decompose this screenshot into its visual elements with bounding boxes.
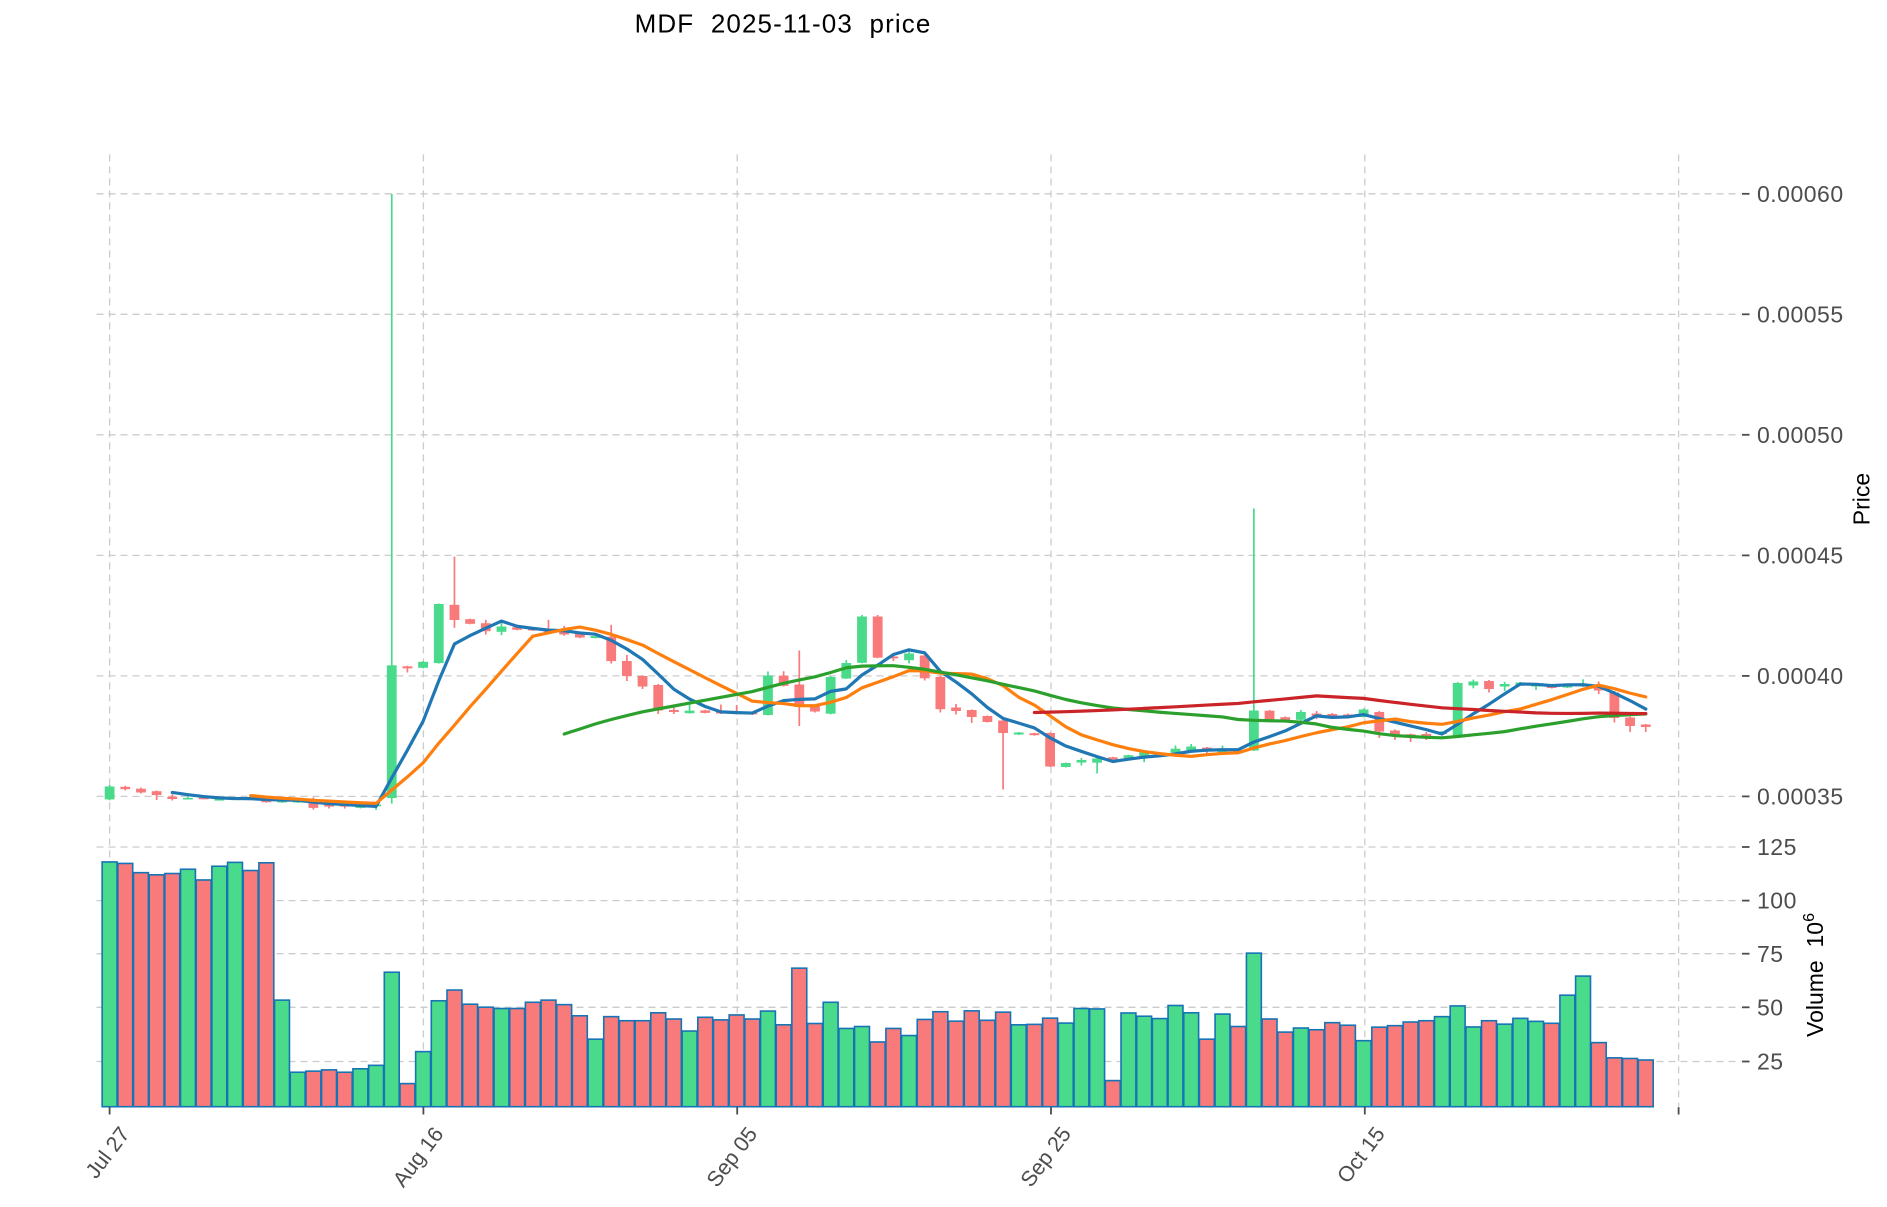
svg-text:0.00055: 0.00055 — [1757, 301, 1844, 327]
svg-text:25: 25 — [1757, 1049, 1784, 1075]
svg-text:50: 50 — [1757, 994, 1784, 1020]
svg-text:75: 75 — [1757, 941, 1784, 967]
svg-text:0.00050: 0.00050 — [1757, 422, 1844, 448]
svg-text:0.00040: 0.00040 — [1757, 663, 1844, 689]
svg-text:100: 100 — [1757, 888, 1797, 914]
svg-text:MDF 2025-11-03 price: MDF 2025-11-03 price — [635, 9, 932, 39]
svg-text:125: 125 — [1757, 834, 1797, 860]
svg-text:Volume 106: Volume 106 — [1801, 913, 1828, 1037]
svg-text:Price: Price — [1849, 473, 1875, 525]
svg-text:0.00045: 0.00045 — [1757, 543, 1844, 569]
svg-text:0.00035: 0.00035 — [1757, 784, 1844, 810]
svg-text:0.00060: 0.00060 — [1757, 181, 1844, 207]
